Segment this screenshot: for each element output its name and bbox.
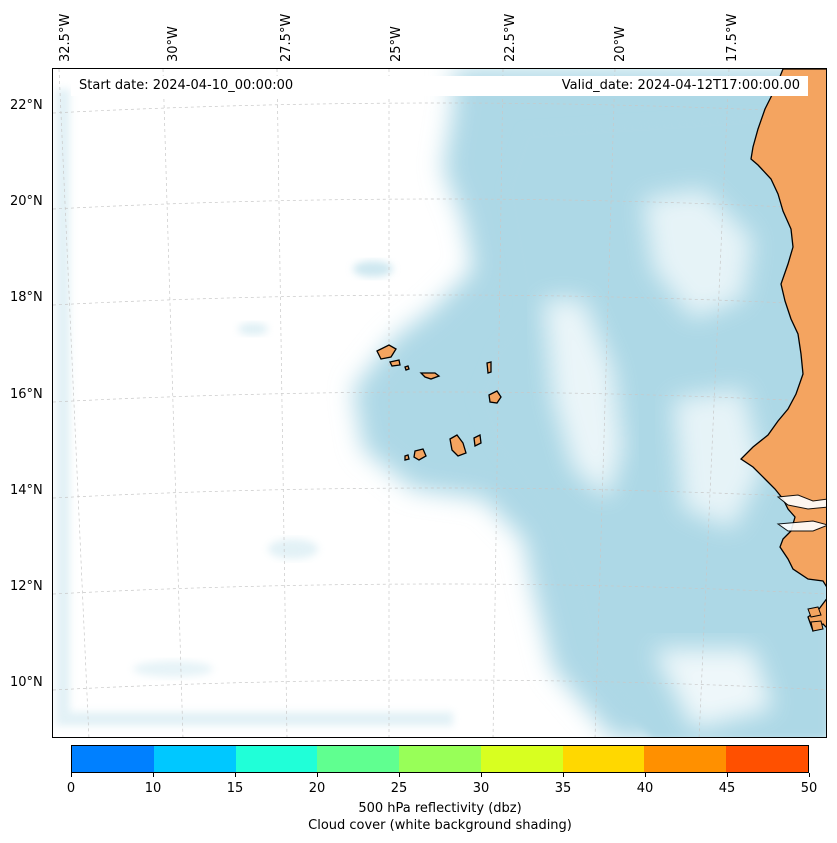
meridian-gridline xyxy=(492,69,504,737)
start-date-label: Start date: 2024-04-10_00:00:00 xyxy=(79,78,294,93)
meridian-gridline xyxy=(162,69,184,737)
colorbar-segment xyxy=(235,746,318,772)
island-boa-vista xyxy=(488,390,502,404)
colorbar-tick-mark xyxy=(727,773,728,777)
africa-coast-land xyxy=(739,69,826,633)
cloud-cover-shading xyxy=(56,69,826,737)
colorbar-tick-mark xyxy=(71,773,72,777)
longitude-tick-label: 22.5°W xyxy=(503,13,518,62)
colorbar-tick-label: 50 xyxy=(800,781,818,796)
reflectivity-colorbar xyxy=(71,745,809,773)
cloud-border-west xyxy=(56,89,453,726)
valid-date-label: Valid_date: 2024-04-12T17:00:00.00 xyxy=(561,78,800,93)
parallel-gridline xyxy=(53,487,826,499)
colorbar-tick-mark xyxy=(153,773,154,777)
parallel-gridline xyxy=(53,583,826,595)
gridlines xyxy=(53,69,826,737)
cloud-clear-patch-3 xyxy=(673,389,763,529)
colorbar-segment xyxy=(153,746,236,772)
cape-verde-islands xyxy=(376,344,502,461)
gambia-river-coast xyxy=(776,494,826,510)
colorbar-segment xyxy=(726,746,809,772)
meridian-gridline xyxy=(58,69,90,737)
colorbar-tick-mark xyxy=(809,773,810,777)
cloud-clear-patch-2 xyxy=(643,189,753,319)
colorbar-segment xyxy=(72,746,154,772)
casamance-coast xyxy=(776,520,826,532)
colorbar-tick-mark xyxy=(645,773,646,777)
longitude-tick-label: 20°W xyxy=(613,26,628,62)
parallel-gridline xyxy=(53,198,826,210)
date-header-band xyxy=(71,76,808,96)
colorbar-title: 500 hPa reflectivity (dbz) xyxy=(358,801,522,816)
cloud-clear-patch xyxy=(543,299,623,499)
colorbar-tick-label: 10 xyxy=(144,781,162,796)
island-santiago xyxy=(449,434,467,457)
colorbar-tick-mark xyxy=(235,773,236,777)
colorbar-tick-label: 35 xyxy=(554,781,572,796)
latitude-tick-label: 14°N xyxy=(10,483,43,498)
parallel-gridline xyxy=(53,391,826,403)
longitude-tick-label: 30°W xyxy=(166,26,181,62)
colorbar-tick-mark xyxy=(317,773,318,777)
island-santa-luzia xyxy=(404,365,410,371)
parallel-gridline xyxy=(53,102,826,114)
latitude-tick-label: 20°N xyxy=(10,194,43,209)
colorbar-tick-label: 45 xyxy=(718,781,736,796)
colorbar-tick-label: 40 xyxy=(636,781,654,796)
map-panel xyxy=(52,68,827,738)
meridian-gridline xyxy=(594,69,616,737)
colorbar-tick-label: 0 xyxy=(66,781,76,796)
island-sao-nicolau xyxy=(419,372,441,380)
bijagos-islands xyxy=(807,606,824,632)
colorbar-segment xyxy=(562,746,645,772)
longitude-tick-label: 17.5°W xyxy=(725,13,740,62)
latitude-tick-label: 16°N xyxy=(10,387,43,402)
island-santo-antao xyxy=(376,344,397,360)
latitude-tick-label: 10°N xyxy=(10,675,43,690)
latitude-tick-label: 22°N xyxy=(10,98,43,113)
meridian-gridline xyxy=(276,69,288,737)
longitude-tick-label: 27.5°W xyxy=(279,13,294,62)
colorbar-segment xyxy=(317,746,400,772)
colorbar-tick-label: 20 xyxy=(308,781,326,796)
island-maio xyxy=(473,434,482,447)
colorbar-tick-mark xyxy=(399,773,400,777)
parallel-gridline xyxy=(53,294,826,306)
longitude-tick-label: 32.5°W xyxy=(58,13,73,62)
island-brava xyxy=(404,454,410,461)
colorbar-segment xyxy=(399,746,481,772)
colorbar-tick-mark xyxy=(481,773,482,777)
colorbar-tick-label: 30 xyxy=(472,781,490,796)
latitude-tick-label: 18°N xyxy=(10,290,43,305)
meridian-gridline xyxy=(698,69,730,737)
parallel-gridline xyxy=(53,679,826,691)
island-sao-vicente xyxy=(389,359,401,367)
island-sal xyxy=(486,361,492,374)
colorbar-tick-mark xyxy=(563,773,564,777)
colorbar-segment xyxy=(644,746,727,772)
longitude-tick-label: 25°W xyxy=(389,26,404,62)
colorbar-subtitle: Cloud cover (white background shading) xyxy=(308,818,572,833)
colorbar-tick-label: 25 xyxy=(390,781,408,796)
colorbar-tick-label: 15 xyxy=(226,781,244,796)
latitude-tick-label: 12°N xyxy=(10,579,43,594)
cloud-clear-patch-4 xyxy=(653,649,773,729)
island-fogo xyxy=(413,448,427,461)
colorbar-segment xyxy=(480,746,563,772)
map-canvas xyxy=(53,69,826,737)
